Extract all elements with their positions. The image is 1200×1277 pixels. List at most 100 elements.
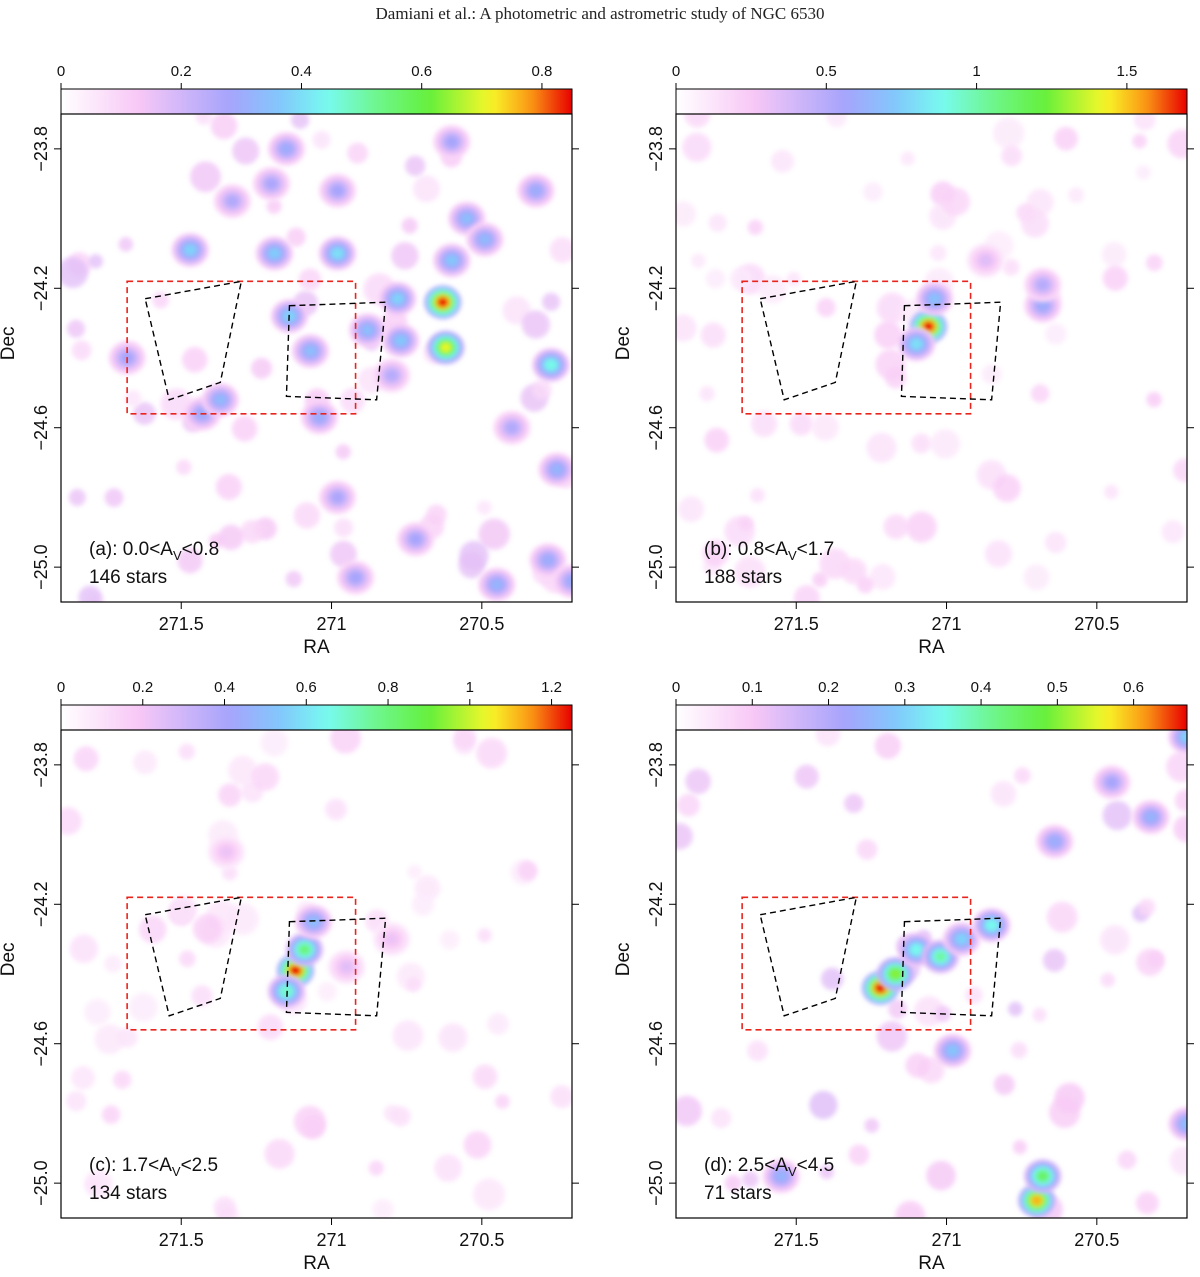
star-count: 188 stars bbox=[704, 567, 782, 588]
density-blob bbox=[330, 730, 361, 754]
density-blob bbox=[1010, 1041, 1028, 1059]
density-blob bbox=[856, 576, 874, 594]
range-annotation: (b): 0.8<AV<1.7 bbox=[704, 539, 834, 563]
colorbar-tick-label: 0.6 bbox=[1123, 679, 1144, 696]
density-blob bbox=[747, 219, 764, 235]
density-blob bbox=[1146, 391, 1162, 408]
density-blob bbox=[383, 1104, 401, 1122]
y-tick-label: −24.2 bbox=[646, 266, 666, 312]
density-peak bbox=[1168, 730, 1187, 754]
density-blob bbox=[61, 807, 82, 835]
density-blob bbox=[724, 1174, 742, 1192]
y-tick-label: −24.2 bbox=[31, 266, 51, 312]
y-tick-label: −23.8 bbox=[31, 126, 51, 172]
density-blob bbox=[1045, 531, 1067, 554]
density-blob bbox=[68, 488, 86, 506]
density-blob bbox=[473, 1178, 505, 1211]
density-blob bbox=[809, 1090, 838, 1120]
colorbar-tick-label: 0.6 bbox=[296, 679, 317, 696]
density-blob bbox=[895, 1200, 926, 1218]
density-blob bbox=[286, 227, 306, 247]
density-blob bbox=[691, 253, 706, 269]
density-blob bbox=[840, 558, 867, 585]
density-blob bbox=[210, 114, 238, 140]
density-blob bbox=[1166, 751, 1187, 783]
density-blob bbox=[117, 1027, 138, 1048]
density-blob bbox=[685, 768, 711, 795]
x-tick-label: 270.5 bbox=[459, 614, 504, 634]
density-blob bbox=[816, 297, 836, 317]
density-blob bbox=[392, 1020, 424, 1051]
density-blob bbox=[1030, 384, 1050, 403]
density-blob bbox=[138, 915, 167, 944]
x-tick-label: 271.5 bbox=[774, 614, 819, 634]
density-blob bbox=[118, 237, 134, 252]
detector-footprint bbox=[144, 896, 243, 1017]
density-blob bbox=[73, 746, 99, 772]
density-blob bbox=[177, 548, 203, 574]
y-tick-label: −24.6 bbox=[646, 1021, 666, 1067]
density-peak bbox=[1024, 1159, 1062, 1194]
density-blob bbox=[1100, 925, 1130, 955]
density-blob bbox=[1173, 458, 1187, 483]
density-blob bbox=[869, 563, 896, 590]
colorbar-tick-label: 0.4 bbox=[214, 679, 235, 696]
density-blob bbox=[1133, 114, 1156, 131]
density-peak bbox=[318, 480, 357, 515]
density-peak bbox=[466, 222, 504, 257]
colorbar-tick-label: 0 bbox=[672, 63, 680, 80]
panel-b: 0 0.5 1 1.5 271.5 271 270.5 RA −23.8 −24.2 −24.6 −2… bbox=[613, 63, 1194, 658]
density-blob bbox=[965, 986, 983, 1005]
density-blob bbox=[826, 114, 847, 128]
detector-footprint bbox=[900, 301, 1002, 401]
x-tick-label: 271 bbox=[932, 614, 962, 634]
density-blob bbox=[1045, 323, 1067, 345]
density-blob bbox=[750, 488, 765, 503]
density-blob bbox=[215, 473, 242, 500]
density-peak bbox=[1024, 267, 1062, 302]
density-blob bbox=[742, 1171, 759, 1188]
density-blob bbox=[391, 242, 419, 270]
y-tick-label: −24.6 bbox=[646, 405, 666, 451]
density-peak bbox=[433, 243, 471, 278]
y-tick-label: −24.2 bbox=[646, 882, 666, 928]
density-blob bbox=[993, 1074, 1015, 1096]
plot-frame bbox=[60, 729, 573, 1219]
colorbar-tick-label: 0 bbox=[57, 679, 65, 696]
density-blob bbox=[404, 155, 426, 177]
colorbar-tick-label: 1 bbox=[466, 679, 474, 696]
density-map-a bbox=[61, 114, 572, 602]
density-blob bbox=[786, 271, 802, 287]
density-peak bbox=[318, 173, 357, 208]
y-tick-label: −25.0 bbox=[31, 1160, 51, 1206]
density-peak bbox=[381, 323, 420, 358]
density-blob bbox=[531, 379, 552, 400]
density-blob bbox=[312, 130, 331, 149]
density-blob bbox=[66, 319, 86, 338]
colorbar-tick-label: 0.2 bbox=[171, 63, 192, 80]
y-axis-label: Dec bbox=[0, 942, 19, 976]
density-blob bbox=[71, 1066, 95, 1090]
density-blob bbox=[231, 415, 258, 442]
star-count: 146 stars bbox=[89, 567, 167, 588]
density-blob bbox=[266, 198, 282, 214]
density-blob bbox=[407, 864, 422, 880]
density-blob bbox=[453, 730, 477, 749]
density-blob bbox=[487, 1012, 510, 1035]
density-peak bbox=[378, 281, 417, 316]
density-peak bbox=[424, 285, 462, 320]
colorbar-b bbox=[675, 88, 1188, 115]
density-blob bbox=[913, 996, 945, 1027]
density-blob bbox=[169, 896, 197, 924]
density-blob bbox=[930, 244, 947, 262]
density-blob bbox=[213, 1196, 237, 1218]
density-blob bbox=[676, 822, 693, 850]
density-peak bbox=[213, 184, 252, 219]
density-peak bbox=[553, 564, 572, 599]
density-blob bbox=[521, 310, 550, 339]
density-blob bbox=[993, 474, 1021, 502]
colorbar-tick-label: 0.3 bbox=[894, 679, 915, 696]
page-header: Damiani et al.: A photometric and astrom… bbox=[375, 4, 825, 23]
density-blob bbox=[812, 572, 828, 588]
plot-frame bbox=[675, 113, 1188, 603]
